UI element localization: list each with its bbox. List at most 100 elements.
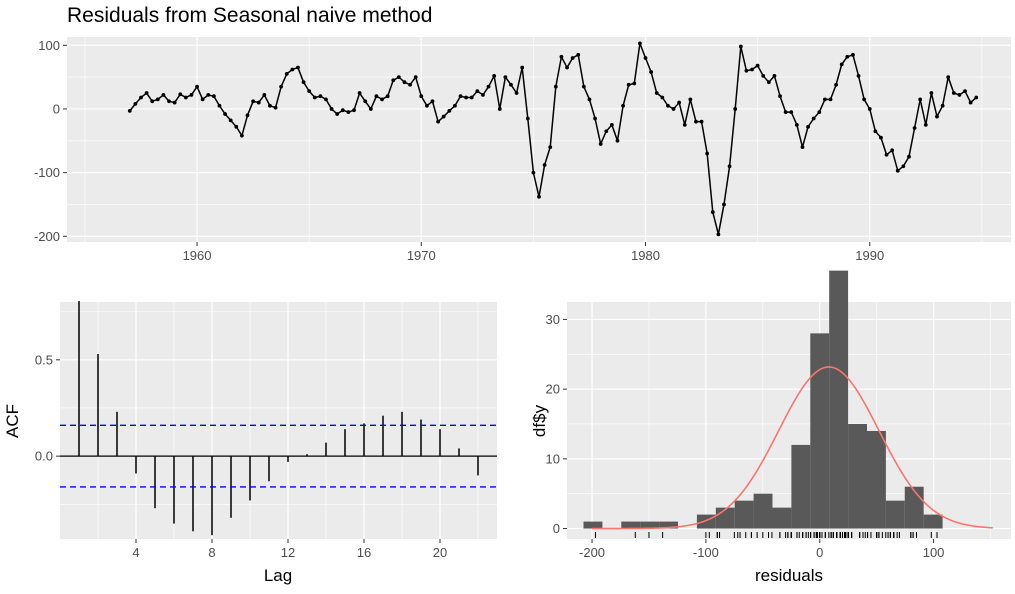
residual-point <box>778 94 782 99</box>
residual-point <box>638 41 642 46</box>
residual-point <box>873 129 878 134</box>
residual-point <box>570 56 575 60</box>
residual-point <box>738 44 743 49</box>
residual-point <box>733 107 738 111</box>
residual-point <box>974 95 979 100</box>
residual-point <box>654 91 659 95</box>
residual-point <box>643 56 648 60</box>
residual-point <box>968 100 973 105</box>
chart-title: Residuals from Seasonal naive method <box>67 4 432 27</box>
residual-point <box>862 97 867 102</box>
residual-point <box>851 52 855 57</box>
residual-point <box>548 145 553 150</box>
y-tick-label: -100 <box>34 165 60 180</box>
residual-point <box>722 202 726 207</box>
histogram-y-axis-label: df$y <box>530 404 549 437</box>
residual-point <box>694 119 698 124</box>
residual-point <box>542 163 547 167</box>
x-tick-label: 1970 <box>407 248 436 263</box>
residual-point <box>424 103 429 108</box>
residual-point <box>615 138 620 143</box>
acf-axis-ticks: 4 8 12 16 20 0.0 0.5 <box>35 352 447 560</box>
residual-point <box>402 80 407 85</box>
residual-point <box>346 110 351 115</box>
histogram-bar <box>621 521 641 529</box>
residual-point <box>794 122 799 127</box>
residual-point <box>251 99 256 104</box>
residual-point <box>301 80 306 85</box>
residual-point <box>716 232 721 237</box>
residual-point <box>486 84 491 89</box>
histogram-x-axis-label: residuals <box>755 566 823 585</box>
y-tick-label: 100 <box>38 38 60 53</box>
residual-point <box>357 91 362 95</box>
residual-point <box>312 95 317 100</box>
histogram-bar <box>753 493 773 529</box>
residual-point <box>497 107 502 111</box>
residual-point <box>553 84 558 89</box>
residual-point <box>262 93 267 97</box>
residual-point <box>935 114 939 119</box>
residual-point <box>374 94 379 99</box>
residual-point <box>671 107 676 111</box>
residual-point <box>727 164 732 169</box>
residual-point <box>284 72 289 76</box>
acf-x-axis-label: Lag <box>264 566 292 585</box>
residual-point <box>946 75 951 80</box>
residual-point <box>800 145 805 150</box>
histogram-panel <box>567 302 1011 539</box>
residual-point <box>766 80 771 85</box>
residual-point <box>211 94 216 99</box>
residual-point <box>458 94 463 99</box>
residual-point <box>441 114 446 119</box>
residual-point <box>240 133 244 138</box>
residual-point <box>660 95 665 100</box>
residual-point <box>677 100 682 105</box>
y-tick-label: -200 <box>34 229 60 244</box>
residual-point <box>368 107 373 111</box>
residual-point <box>828 97 833 102</box>
residual-point <box>385 94 390 99</box>
residual-point <box>453 103 457 108</box>
residual-point <box>856 73 861 78</box>
x-tick-label: -100 <box>693 545 719 560</box>
residual-point <box>912 126 917 130</box>
residual-point <box>744 68 749 73</box>
residual-point <box>335 112 340 116</box>
residuals-panel <box>67 37 1011 242</box>
residual-point <box>520 65 525 70</box>
residual-point <box>895 168 900 173</box>
residual-point <box>750 67 754 72</box>
residual-point <box>806 124 810 129</box>
acf-plot: 4 8 12 16 20 0.0 0.5 Lag ACF <box>3 301 497 585</box>
residual-point <box>867 107 872 111</box>
residual-point <box>329 107 334 111</box>
residual-point <box>380 97 384 102</box>
residual-point <box>587 97 592 102</box>
residual-point <box>245 113 250 118</box>
y-tick-label: 10 <box>546 451 560 466</box>
histogram-bar <box>734 500 754 529</box>
residual-point <box>127 108 132 113</box>
residual-point <box>918 97 923 102</box>
residual-point <box>447 108 452 113</box>
residual-point <box>772 73 777 78</box>
residual-point <box>907 154 911 159</box>
residual-point <box>391 78 396 83</box>
residuals-gridlines <box>67 37 1011 242</box>
y-tick-label: 0.0 <box>35 449 53 464</box>
residual-point <box>609 122 614 127</box>
x-tick-label: -200 <box>579 545 605 560</box>
x-tick-label: 1990 <box>855 248 884 263</box>
y-tick-label: 0 <box>53 101 60 116</box>
residual-point <box>929 91 934 95</box>
residual-point <box>525 116 530 121</box>
histogram-bar <box>829 270 849 529</box>
residual-point <box>890 148 895 153</box>
residual-point <box>481 93 485 97</box>
residual-point <box>632 81 637 86</box>
histogram-bar <box>791 444 811 529</box>
residual-point <box>217 103 222 108</box>
residual-point <box>396 75 401 80</box>
x-tick-label: 20 <box>433 545 447 560</box>
